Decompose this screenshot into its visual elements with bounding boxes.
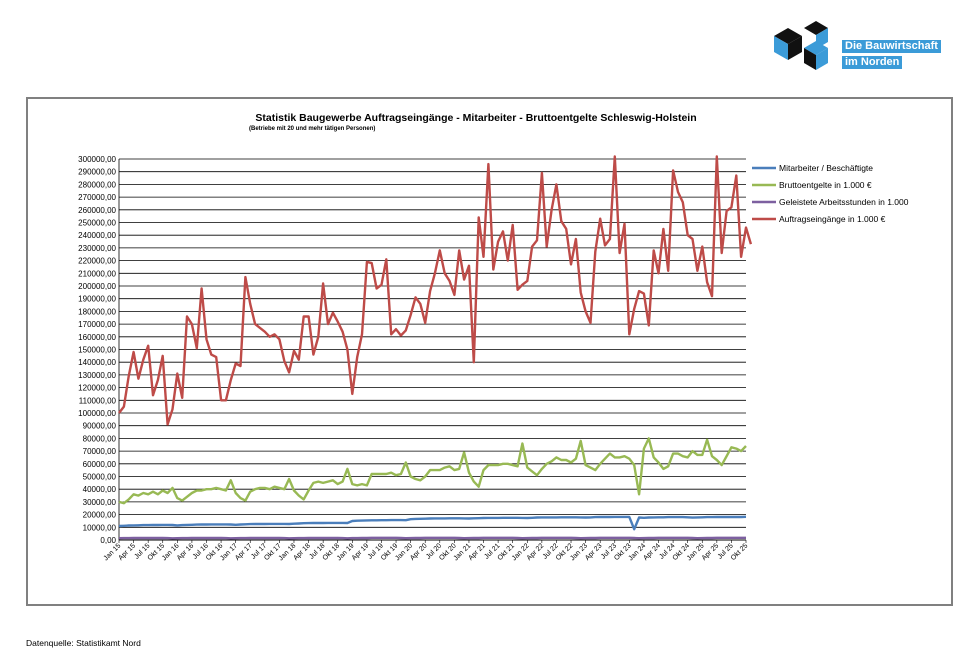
x-tick-label: Apr 24 — [642, 542, 662, 562]
y-tick-label: 130000,00 — [78, 371, 116, 380]
x-tick-label: Apr 20 — [409, 542, 429, 562]
y-tick-label: 250000,00 — [78, 219, 116, 228]
legend-label: Auftragseingänge in 1.000 € — [779, 214, 886, 224]
x-tick-label: Okt 25 — [730, 542, 750, 562]
y-tick-label: 60000,00 — [83, 460, 117, 469]
x-tick-label: Apr 23 — [584, 542, 604, 562]
x-tick-label: Apr 25 — [701, 542, 721, 562]
y-tick-label: 20000,00 — [83, 511, 117, 520]
y-tick-label: 110000,00 — [79, 396, 117, 405]
x-tick-label: Apr 19 — [351, 542, 371, 562]
x-tick-label: Apr 15 — [117, 542, 137, 562]
y-tick-label: 10000,00 — [83, 523, 117, 532]
y-tick-label: 200000,00 — [78, 282, 116, 291]
y-tick-label: 40000,00 — [83, 485, 117, 494]
y-axis-ticks: 0,00 10000,00 20000,00 30000,00 40000,00 5000… — [78, 155, 116, 545]
y-tick-label: 0,00 — [100, 536, 116, 545]
y-tick-label: 120000,00 — [78, 384, 116, 393]
gridlines — [118, 158, 746, 541]
series-line-3 — [118, 536, 746, 540]
brand-line-1: Die Bauwirtschaft — [842, 40, 941, 53]
series-lines — [118, 155, 753, 540]
y-tick-label: 50000,00 — [83, 473, 117, 482]
series-line-2 — [118, 437, 747, 505]
y-tick-label: 160000,00 — [78, 333, 116, 342]
legend-label: Mitarbeiter / Beschäftigte — [779, 163, 873, 173]
y-tick-label: 210000,00 — [78, 269, 116, 278]
x-tick-label: Apr 22 — [526, 542, 546, 562]
y-tick-label: 300000,00 — [78, 155, 116, 164]
y-tick-label: 270000,00 — [78, 193, 116, 202]
chart-subtitle: (Betriebe mit 20 und mehr tätigen Person… — [249, 126, 375, 132]
legend: Mitarbeiter / Beschäftigte Bruttoentgelte… — [752, 163, 909, 224]
y-tick-label: 260000,00 — [78, 206, 116, 215]
legend-label: Geleistete Arbeitsstunden in 1.000 — [779, 197, 909, 207]
y-tick-label: 180000,00 — [78, 307, 116, 316]
y-tick-label: 80000,00 — [83, 434, 117, 443]
y-tick-label: 220000,00 — [78, 257, 116, 266]
y-tick-label: 70000,00 — [83, 447, 117, 456]
logo — [764, 18, 956, 82]
y-tick-label: 280000,00 — [78, 180, 116, 189]
y-tick-label: 230000,00 — [78, 244, 116, 253]
y-tick-label: 150000,00 — [78, 346, 116, 355]
y-tick-label: 190000,00 — [78, 295, 116, 304]
y-tick-label: 240000,00 — [78, 231, 116, 240]
x-tick-label: Apr 21 — [467, 542, 487, 562]
y-tick-label: 170000,00 — [78, 320, 116, 329]
y-tick-label: 30000,00 — [83, 498, 117, 507]
brand-line-2: im Norden — [842, 56, 903, 69]
y-tick-label: 290000,00 — [78, 168, 116, 177]
series-line-1 — [118, 515, 747, 531]
x-tick-label: Apr 16 — [176, 542, 196, 562]
y-tick-label: 100000,00 — [78, 409, 116, 418]
y-tick-label: 90000,00 — [83, 422, 117, 431]
chart-title: Statistik Baugewerbe Auftragseingänge - … — [255, 112, 696, 124]
logo-cubes-icon — [774, 21, 828, 70]
series-line-4 — [118, 155, 753, 426]
x-tick-label: Apr 17 — [234, 542, 254, 562]
x-tick-label: Apr 18 — [292, 542, 312, 562]
data-source: Datenquelle: Statistikamt Nord — [26, 638, 141, 648]
y-tick-label: 140000,00 — [78, 358, 116, 367]
legend-label: Bruttoentgelte in 1.000 € — [779, 180, 872, 190]
